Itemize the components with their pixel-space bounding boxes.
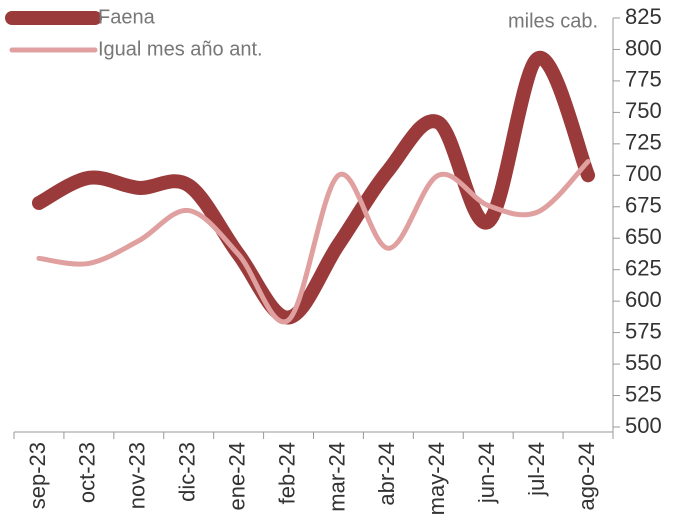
legend-label: Faena xyxy=(98,6,156,28)
x-tick-label: jul-24 xyxy=(524,442,549,497)
x-tick-label: dic-23 xyxy=(175,442,200,502)
y-tick-label: 750 xyxy=(625,98,662,123)
x-tick-label: may-24 xyxy=(424,442,449,515)
y-tick-label: 625 xyxy=(625,256,662,281)
y-tick-label: 500 xyxy=(625,413,662,438)
x-tick-label: ago-24 xyxy=(574,442,599,511)
x-tick-label: feb-24 xyxy=(274,442,299,504)
legend-label: Igual mes año ant. xyxy=(98,38,263,60)
y-tick-label: 675 xyxy=(625,193,662,218)
x-tick-label: abr-24 xyxy=(374,442,399,506)
x-tick-label: nov-23 xyxy=(125,442,150,509)
series-line xyxy=(31,51,596,325)
y-tick-label: 550 xyxy=(625,350,662,375)
y-axis-label: miles cab. xyxy=(508,10,598,32)
x-tick-label: mar-24 xyxy=(324,442,349,512)
y-tick-label: 525 xyxy=(625,381,662,406)
y-tick-label: 775 xyxy=(625,67,662,92)
y-tick-label: 575 xyxy=(625,318,662,343)
series-line xyxy=(36,158,591,325)
y-tick-label: 725 xyxy=(625,130,662,155)
y-tick-label: 700 xyxy=(625,161,662,186)
x-tick-label: sep-23 xyxy=(25,442,50,509)
x-tick-label: oct-23 xyxy=(75,442,100,503)
y-tick-label: 800 xyxy=(625,35,662,60)
y-tick-label: 650 xyxy=(625,224,662,249)
y-tick-label: 825 xyxy=(625,4,662,29)
y-tick-label: 600 xyxy=(625,287,662,312)
x-tick-label: ene-24 xyxy=(224,442,249,511)
x-tick-label: jun-24 xyxy=(474,442,499,504)
